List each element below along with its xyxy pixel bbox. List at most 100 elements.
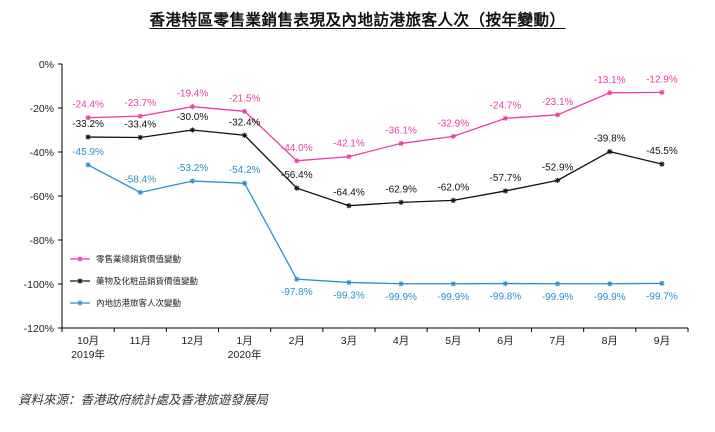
data-point bbox=[137, 189, 143, 196]
data-label: -99.9% bbox=[542, 292, 574, 303]
data-point bbox=[398, 281, 404, 287]
chart-title: 香港特區零售業銷售表現及內地訪港旅客人次（按年變動） bbox=[149, 11, 566, 29]
data-point bbox=[294, 185, 300, 191]
data-label: -97.8% bbox=[281, 287, 313, 298]
x-tick-label: 3月 bbox=[341, 335, 357, 347]
data-label: -44.0% bbox=[281, 143, 313, 154]
series-markers bbox=[85, 89, 665, 287]
data-label: -23.1% bbox=[542, 97, 574, 108]
data-point bbox=[502, 115, 509, 121]
data-point bbox=[502, 280, 509, 287]
x-tick-label: 4月 bbox=[393, 335, 409, 347]
data-label: -52.9% bbox=[542, 162, 574, 173]
y-tick-label: 0% bbox=[39, 59, 54, 71]
data-label: -33.4% bbox=[124, 119, 156, 130]
y-tick-label: -80% bbox=[29, 235, 54, 247]
y-tick-label: -20% bbox=[29, 103, 54, 115]
data-point bbox=[554, 112, 561, 118]
source-note: 資料來源：香港政府統計處及香港旅遊發展局 bbox=[18, 392, 269, 407]
data-label: -56.4% bbox=[281, 170, 313, 181]
data-point bbox=[450, 133, 456, 139]
data-label: -62.9% bbox=[385, 184, 417, 195]
legend-item: 藥物及化粧品銷貨價值變動 bbox=[70, 276, 198, 287]
legend-label: 內地訪港旅客人次變動 bbox=[96, 298, 181, 309]
data-label: -99.3% bbox=[333, 290, 365, 301]
x-tick-label: 7月 bbox=[549, 335, 565, 347]
y-tick-label: -100% bbox=[24, 279, 54, 291]
x-tick-label: 2月 bbox=[289, 335, 305, 347]
data-label: -21.5% bbox=[229, 93, 261, 104]
data-label: -32.9% bbox=[437, 118, 469, 129]
x-tick-label: 9月 bbox=[654, 335, 670, 347]
series-line-3 bbox=[87, 164, 662, 285]
x-tick-label: 11月 bbox=[130, 335, 151, 347]
data-label: -45.5% bbox=[646, 146, 678, 157]
y-tick-label: -40% bbox=[29, 147, 54, 159]
data-label: -39.8% bbox=[594, 134, 626, 145]
data-label: -12.9% bbox=[646, 74, 678, 85]
y-tick-label: -120% bbox=[24, 323, 54, 335]
data-label: -99.7% bbox=[646, 291, 678, 302]
x-tick-label: 10月 bbox=[77, 335, 99, 347]
data-label: -30.0% bbox=[177, 112, 209, 123]
data-point bbox=[607, 148, 613, 155]
data-label: -57.7% bbox=[490, 173, 522, 184]
data-label: -99.9% bbox=[385, 292, 417, 303]
legend-marker bbox=[77, 278, 83, 284]
legend-marker bbox=[77, 256, 83, 262]
data-label: -64.4% bbox=[333, 188, 365, 199]
x-tick-label: 5月 bbox=[445, 335, 461, 347]
legend-label: 藥物及化粧品銷貨價值變動 bbox=[96, 276, 198, 287]
series-line-2 bbox=[88, 129, 663, 207]
data-label: -54.2% bbox=[229, 165, 261, 176]
data-label: -99.9% bbox=[594, 292, 626, 303]
data-point bbox=[137, 113, 143, 119]
data-point bbox=[398, 199, 404, 205]
data-label: -99.8% bbox=[490, 292, 522, 303]
data-point bbox=[85, 134, 91, 140]
data-point bbox=[450, 281, 456, 287]
data-point bbox=[346, 203, 352, 209]
data-point bbox=[294, 158, 300, 164]
x-tick-label: 1月 bbox=[236, 335, 252, 347]
x-year-label: 2020年 bbox=[228, 348, 262, 361]
data-label: -42.1% bbox=[333, 139, 365, 150]
series-lines bbox=[87, 91, 663, 285]
data-label: -23.7% bbox=[124, 98, 156, 109]
legend-marker bbox=[77, 300, 83, 306]
data-label: -24.4% bbox=[72, 100, 104, 111]
data-point bbox=[346, 279, 352, 286]
legend-item: 內地訪港旅客人次變動 bbox=[70, 298, 181, 309]
data-point bbox=[294, 276, 300, 282]
y-tick-label: -60% bbox=[29, 191, 54, 203]
x-tick-label: 8月 bbox=[602, 335, 618, 347]
data-point bbox=[607, 90, 613, 96]
data-point bbox=[137, 134, 143, 141]
data-point bbox=[85, 162, 91, 168]
data-point bbox=[554, 177, 561, 183]
data-point bbox=[189, 178, 196, 184]
data-point bbox=[346, 154, 352, 160]
data-point bbox=[241, 180, 248, 186]
data-label: -99.9% bbox=[437, 292, 469, 303]
data-label: -32.4% bbox=[229, 117, 261, 128]
data-point bbox=[659, 161, 665, 167]
legend-label: 零售業總銷貨價值變動 bbox=[96, 254, 181, 265]
data-label: -58.4% bbox=[124, 174, 156, 185]
data-point bbox=[241, 108, 248, 114]
data-point bbox=[502, 188, 509, 194]
data-point bbox=[659, 89, 665, 95]
data-label: -24.7% bbox=[490, 100, 522, 111]
data-point bbox=[450, 197, 456, 203]
series-line-1 bbox=[88, 91, 662, 162]
x-tick-label: 6月 bbox=[497, 335, 513, 347]
data-label: -53.2% bbox=[177, 163, 209, 174]
data-label: -45.9% bbox=[72, 147, 104, 158]
data-label: -19.4% bbox=[177, 89, 209, 100]
data-label: -62.0% bbox=[437, 182, 469, 193]
data-point bbox=[659, 280, 665, 286]
data-point bbox=[189, 104, 196, 110]
